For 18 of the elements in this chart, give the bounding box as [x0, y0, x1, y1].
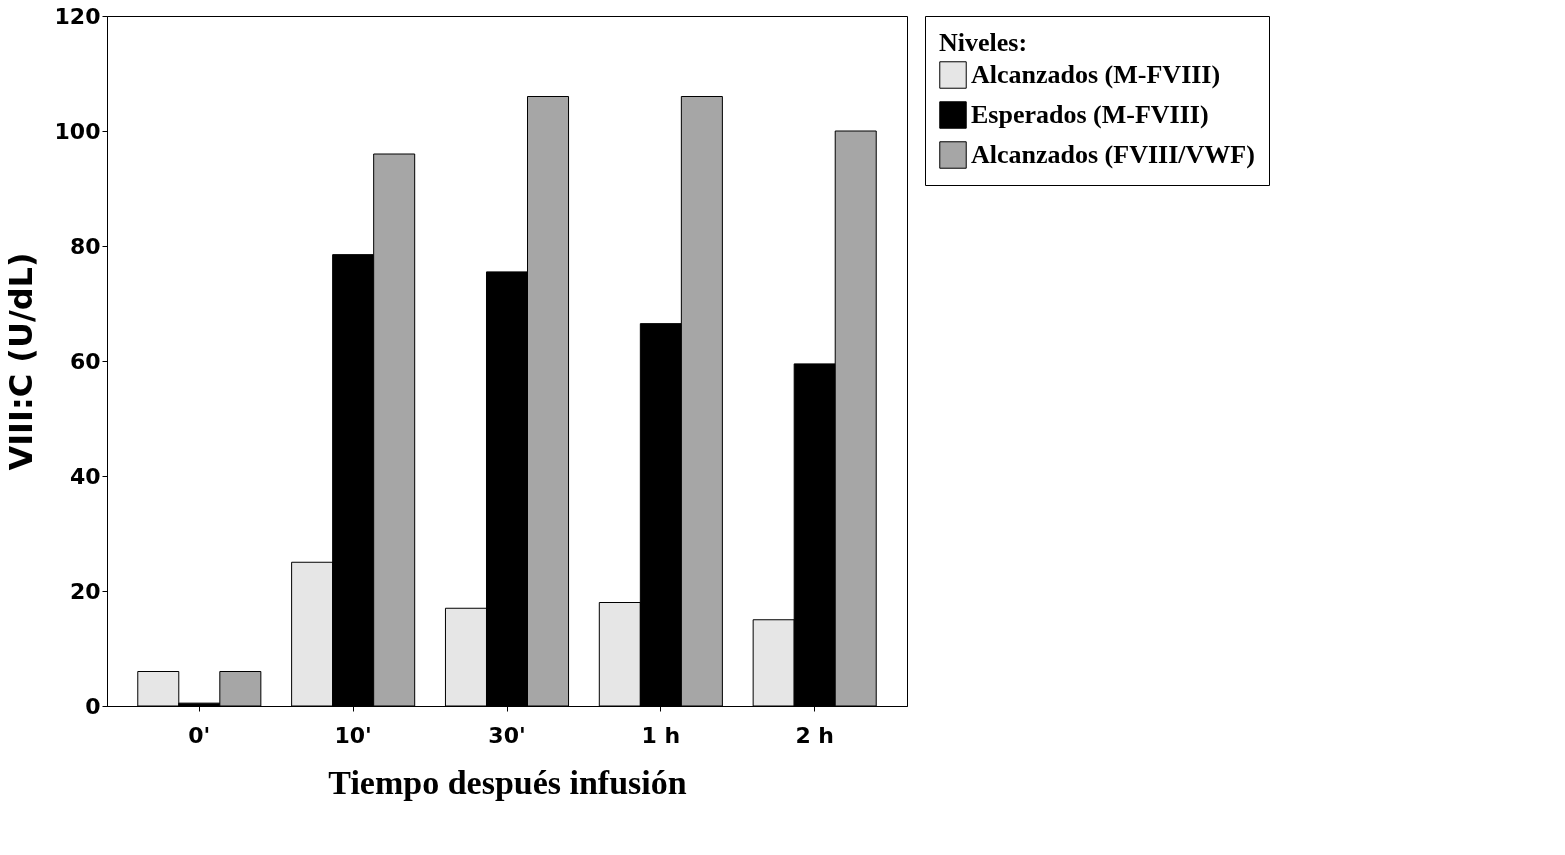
x-tick-label: 0'	[188, 722, 211, 748]
x-axis-title: Tiempo después infusión	[328, 763, 687, 801]
legend-title: Niveles:	[939, 28, 1028, 57]
x-tick-label: 10'	[334, 722, 372, 748]
legend-label: Alcanzados (M-FVIII)	[971, 60, 1221, 89]
legend-label: Alcanzados (FVIII/VWF)	[971, 140, 1255, 169]
y-tick-label: 20	[69, 578, 101, 604]
y-tick-label: 0	[85, 693, 101, 719]
y-axis-title: VIII:C (U/dL)	[1, 252, 40, 471]
y-tick-label: 60	[69, 348, 101, 374]
y-tick-label: 100	[54, 118, 101, 144]
x-tick-label: 30'	[488, 722, 526, 748]
legend-label: Esperados (M-FVIII)	[971, 100, 1209, 129]
x-tick-label: 1 h	[641, 722, 681, 748]
y-tick-label: 120	[54, 3, 101, 29]
y-tick-label: 40	[69, 463, 101, 489]
y-tick-label: 80	[69, 233, 101, 259]
x-tick-label: 2 h	[795, 722, 835, 748]
